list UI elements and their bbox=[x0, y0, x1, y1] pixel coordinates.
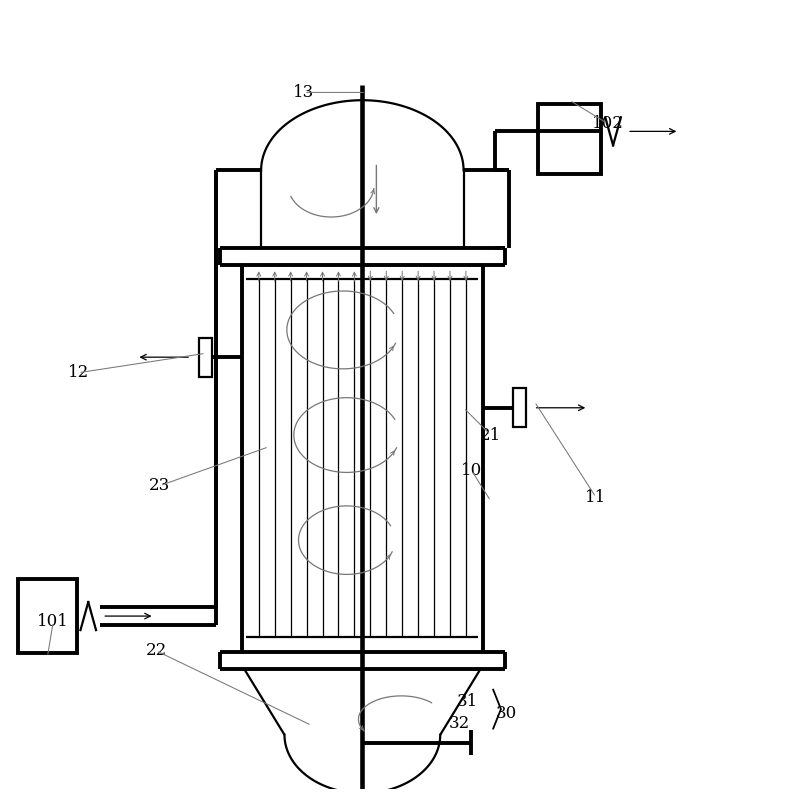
Bar bbox=[199, 338, 212, 377]
Text: 22: 22 bbox=[146, 642, 167, 659]
Text: 13: 13 bbox=[294, 84, 315, 101]
Text: 30: 30 bbox=[496, 705, 517, 722]
Bar bbox=[538, 104, 601, 174]
Text: 10: 10 bbox=[460, 462, 482, 478]
Text: 23: 23 bbox=[150, 477, 171, 494]
Text: 21: 21 bbox=[480, 426, 501, 443]
Text: 31: 31 bbox=[456, 693, 478, 710]
Text: 12: 12 bbox=[68, 364, 89, 382]
Bar bbox=[512, 388, 526, 427]
Text: 32: 32 bbox=[449, 714, 471, 732]
Bar bbox=[18, 579, 76, 653]
Text: 101: 101 bbox=[37, 614, 69, 630]
Text: 11: 11 bbox=[586, 489, 607, 506]
Text: 102: 102 bbox=[592, 115, 623, 132]
